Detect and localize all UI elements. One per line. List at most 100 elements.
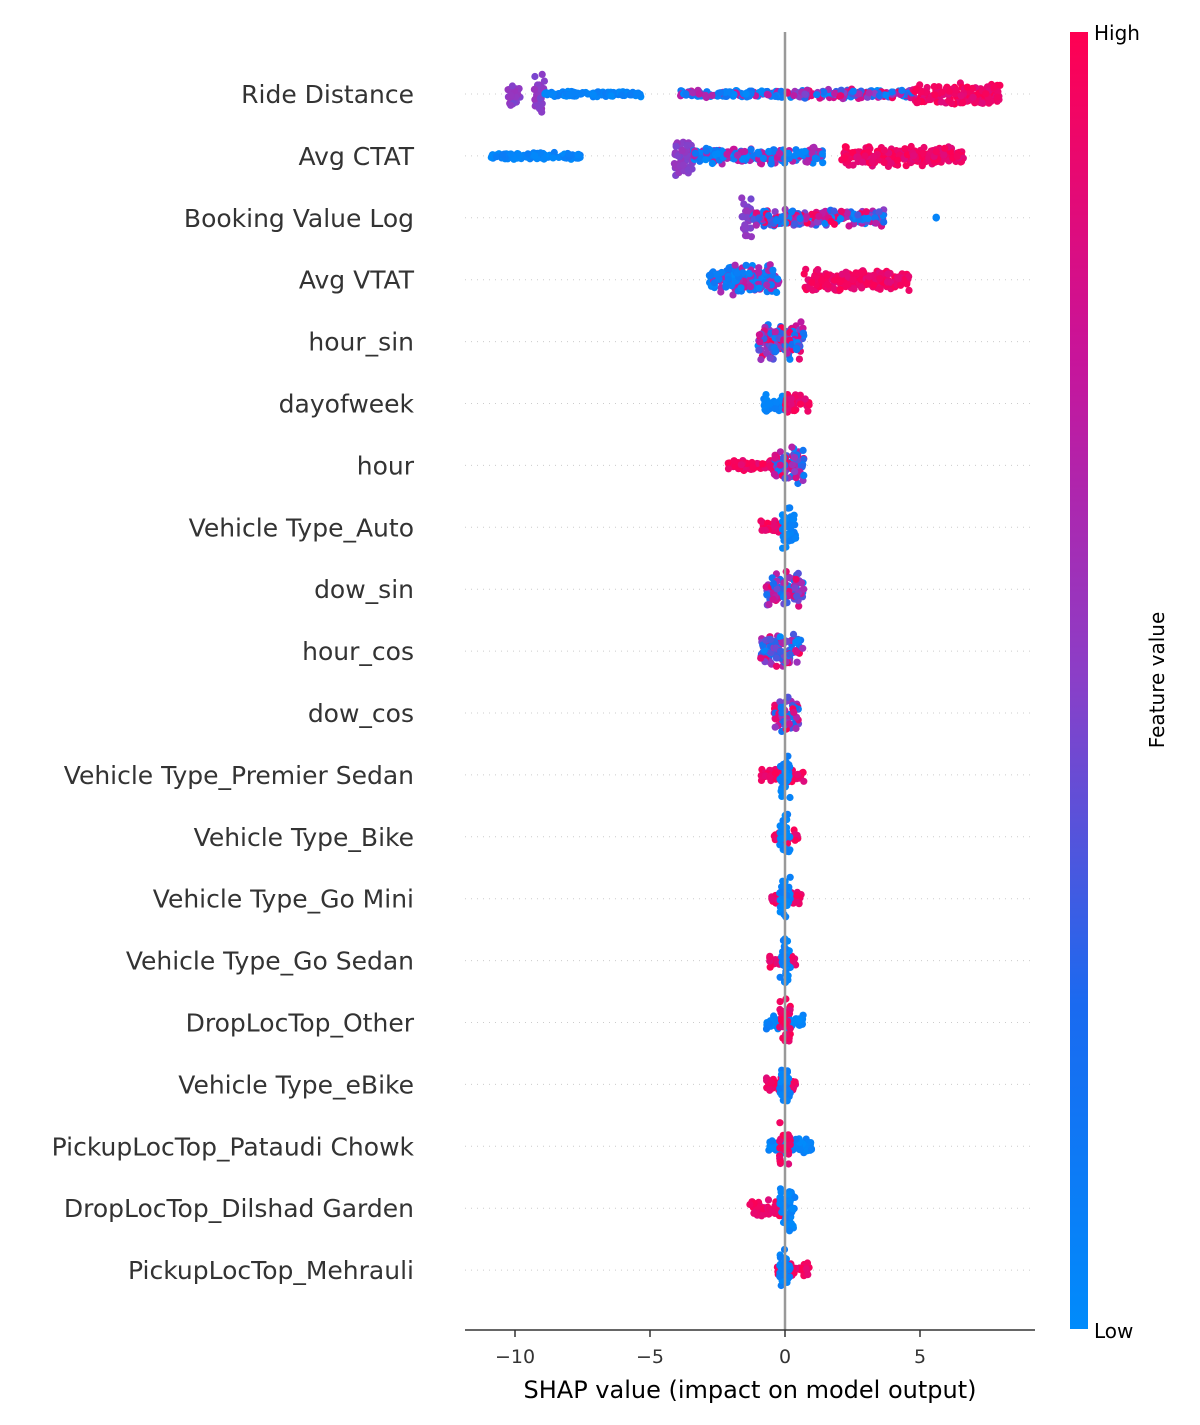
shap-point: [755, 331, 764, 339]
shap-point: [837, 92, 845, 100]
shap-point: [850, 285, 858, 293]
feature-label: PickupLocTop_Pataudi Chowk: [52, 1132, 415, 1161]
shap-point: [768, 895, 776, 903]
shap-point: [810, 143, 818, 151]
shap-point: [836, 286, 844, 294]
shap-point: [819, 159, 827, 167]
shap-point: [729, 291, 737, 299]
feature-label: dow_sin: [314, 575, 414, 604]
colorbar-gradient: [1070, 32, 1088, 1329]
shap-point: [776, 998, 784, 1006]
shap-point: [861, 152, 869, 160]
shap-point: [733, 269, 742, 277]
shap-point: [766, 354, 774, 362]
shap-point: [795, 602, 803, 610]
shap-point: [776, 461, 784, 469]
shap-point: [755, 284, 763, 292]
shap-point: [765, 212, 773, 220]
shap-point: [632, 89, 641, 98]
shap-point: [786, 763, 794, 771]
shap-point: [747, 233, 756, 241]
shap-point: [772, 399, 780, 407]
shap-point: [858, 284, 866, 292]
shap-point: [770, 470, 779, 478]
shap-point: [800, 777, 808, 785]
shap-point: [953, 152, 961, 160]
shap-point: [898, 86, 906, 94]
shap-point: [540, 155, 548, 163]
shap-point: [565, 91, 574, 99]
shap-point: [766, 462, 774, 470]
shap-point: [785, 1191, 793, 1199]
shap-point: [811, 154, 820, 162]
shap-point: [792, 534, 800, 542]
shap-point: [776, 698, 784, 706]
shap-point: [507, 91, 515, 99]
shap-point: [797, 579, 806, 587]
shap-point: [865, 273, 873, 281]
shap-point: [801, 395, 809, 403]
shap-point: [707, 271, 715, 280]
shap-point: [795, 1015, 803, 1023]
feature-label: Booking Value Log: [184, 204, 414, 233]
shap-point: [731, 261, 739, 269]
shap-point: [701, 91, 710, 99]
shap-point: [749, 463, 757, 471]
shap-point: [758, 460, 767, 468]
shap-point: [802, 213, 811, 221]
shap-point: [763, 281, 771, 289]
feature-label: DropLocTop_Dilshad Garden: [64, 1194, 414, 1223]
shap-point: [762, 407, 771, 415]
shap-point: [678, 147, 686, 155]
shap-point: [790, 92, 798, 100]
shap-point: [952, 86, 960, 94]
shap-point: [905, 272, 913, 281]
shap-point: [844, 280, 852, 289]
shap-point: [776, 1194, 784, 1202]
shap-point: [755, 269, 763, 277]
shap-point: [788, 461, 797, 469]
shap-point: [716, 89, 724, 97]
feature-label: Vehicle Type_eBike: [178, 1070, 414, 1099]
feature-label: Avg CTAT: [299, 142, 415, 171]
shap-point: [786, 1025, 794, 1033]
feature-label: hour_cos: [302, 637, 414, 666]
shap-point: [785, 1160, 793, 1168]
shap-point: [794, 150, 802, 158]
shap-point: [540, 77, 549, 85]
shap-point: [774, 275, 782, 283]
shap-point: [778, 883, 786, 891]
shap-point: [785, 1273, 794, 1281]
shap-point: [842, 268, 850, 276]
shap-point: [737, 284, 745, 292]
shap-point: [766, 773, 774, 781]
shap-point: [759, 154, 768, 162]
shap-point: [852, 269, 860, 277]
shap-point: [747, 195, 755, 203]
shap-point: [758, 87, 766, 95]
x-tick-label: −5: [636, 1346, 664, 1368]
feature-label: Vehicle Type_Go Sedan: [126, 947, 414, 976]
shap-point: [807, 1139, 815, 1147]
shap-point: [764, 91, 772, 99]
shap-point: [815, 212, 823, 220]
shap-point: [792, 575, 800, 583]
shap-point: [791, 831, 800, 839]
shap-point: [823, 280, 831, 288]
shap-point: [755, 346, 763, 354]
shap-point: [849, 276, 857, 284]
beeswarm-points: [487, 70, 1004, 1290]
shap-point: [738, 194, 746, 202]
shap-point: [626, 91, 634, 99]
shap-point: [937, 98, 945, 106]
x-tick-label: 0: [779, 1346, 791, 1368]
shap-point: [549, 90, 557, 98]
shap-point: [708, 159, 717, 168]
shap-point: [768, 1144, 776, 1152]
shap-point: [745, 269, 753, 277]
shap-point: [769, 580, 778, 588]
shap-point: [808, 278, 816, 286]
shap-point: [803, 1259, 812, 1267]
shap-point: [831, 276, 839, 284]
shap-point: [682, 90, 690, 98]
